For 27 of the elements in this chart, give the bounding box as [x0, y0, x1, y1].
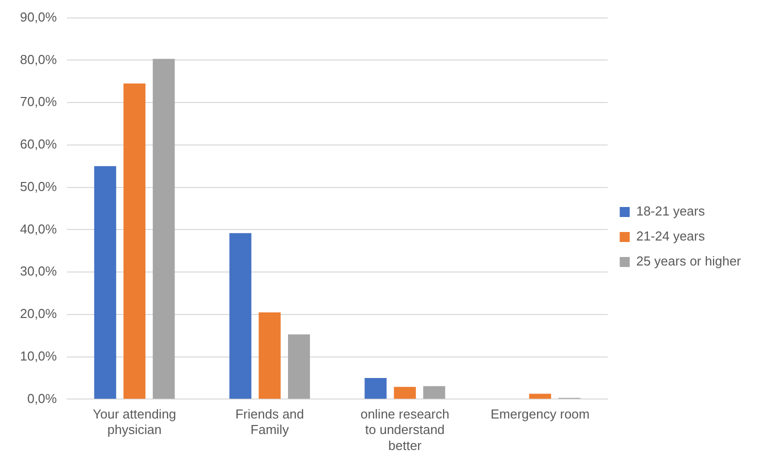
y-tick-label: 20,0%: [20, 306, 58, 322]
x-tick-label: Emergency room: [490, 406, 590, 422]
bar: [258, 312, 281, 399]
legend-label: 21-24 years: [636, 228, 706, 244]
bar: [364, 378, 387, 399]
bar: [423, 386, 446, 399]
y-tick-label: 0,0%: [27, 390, 58, 406]
x-tick-label: Your attending physician: [92, 406, 176, 438]
y-tick-label: 10,0%: [20, 348, 58, 364]
y-tick-label: 90,0%: [20, 9, 58, 24]
x-tick-label: online research to understand better: [360, 406, 450, 453]
bar: [394, 386, 416, 399]
legend-label: 18-21 years: [636, 204, 706, 219]
y-tick-label: 80,0%: [20, 52, 58, 67]
x-tick-label: Friends and Family: [235, 406, 304, 438]
bar: [288, 334, 310, 399]
bar: [94, 166, 116, 399]
y-tick-label: 70,0%: [20, 94, 58, 110]
y-tick-label: 60,0%: [20, 136, 58, 152]
bar: [123, 83, 146, 399]
y-tick-label: 30,0%: [20, 264, 58, 279]
legend-label: 25 years or higher: [636, 254, 742, 269]
y-tick-label: 50,0%: [20, 178, 58, 194]
bar: [529, 394, 552, 399]
bar: [152, 58, 175, 399]
y-tick-label: 40,0%: [20, 221, 58, 236]
bar: [229, 233, 252, 399]
